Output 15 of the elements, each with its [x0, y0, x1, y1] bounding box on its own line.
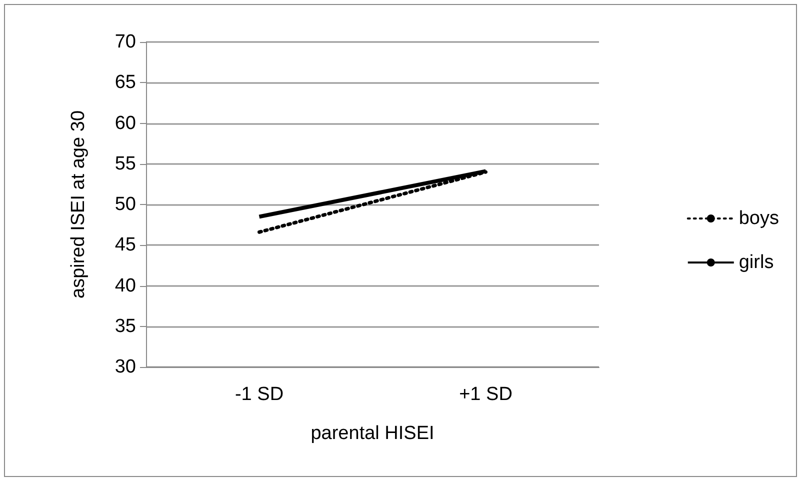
x-tick-label: +1 SD	[459, 384, 512, 405]
legend-label: boys	[738, 208, 780, 229]
y-tick-label: 60	[114, 112, 136, 134]
x-tick-label: -1 SD	[234, 384, 284, 405]
y-axis-title: aspired ISEI at age 30	[68, 110, 89, 299]
y-tick-label: 40	[114, 275, 136, 296]
y-tick-label: 70	[114, 32, 136, 52]
y-tick-label: 30	[114, 356, 136, 378]
y-tick-label: 35	[114, 316, 136, 337]
x-axis-title: parental HISEI	[310, 423, 434, 444]
y-tick-label: 45	[114, 234, 136, 256]
y-tick-label: 50	[114, 194, 136, 215]
y-tick-label: 55	[114, 153, 136, 174]
y-tick-label: 65	[114, 72, 136, 94]
legend-label: girls	[738, 252, 774, 273]
